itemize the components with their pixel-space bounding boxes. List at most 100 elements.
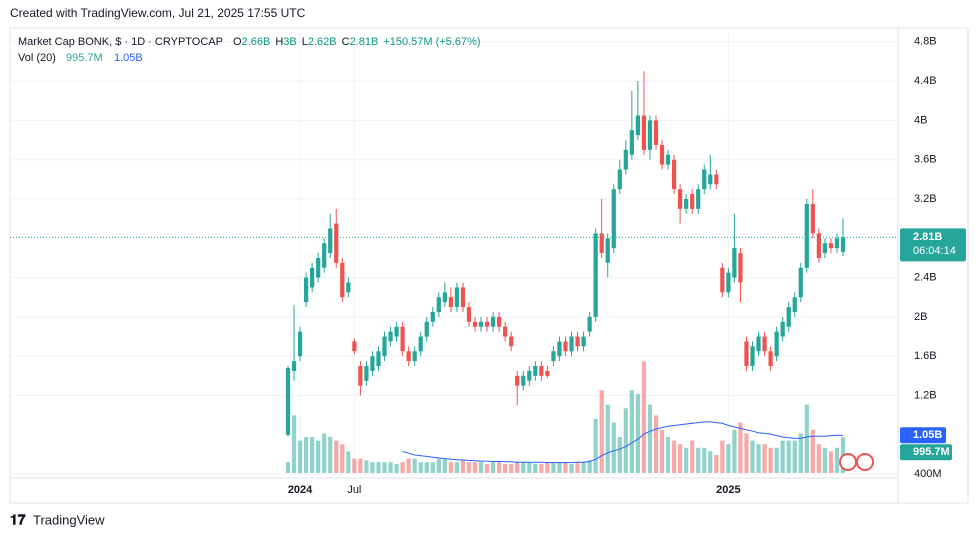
y-tick-label: 4B: [914, 114, 927, 126]
legend-title: Market Cap BONK, $ · 1D · CRYPTOCAP: [18, 36, 223, 48]
candle-body: [466, 307, 472, 322]
volume-bar: [322, 433, 327, 473]
candle-body: [460, 287, 466, 308]
y-tick-label: 2.4B: [914, 272, 937, 284]
candle-body: [316, 257, 321, 278]
candle-body: [750, 346, 755, 367]
volume-ma-value: 1.05B: [114, 52, 143, 64]
label-layer: 400M 1.2B 1.6B 2B 2.4B 3.2B 3.6B 4B 4.4B 4.8B 2024…: [288, 36, 966, 496]
legend-value: 3B: [283, 36, 296, 48]
y-tick-label: 4.8B: [914, 36, 937, 48]
volume-bar: [316, 440, 321, 473]
candle-body: [509, 336, 514, 347]
y-tick-label: 2B: [914, 311, 927, 323]
candle-body: [515, 375, 520, 386]
volume-bar: [792, 440, 797, 473]
candle-body: [641, 115, 647, 150]
candle-body: [478, 321, 484, 327]
volume-bar: [503, 464, 508, 473]
candle-body: [690, 194, 695, 209]
candle-body: [364, 366, 369, 381]
x-tick-label: Jul: [347, 484, 361, 496]
volume-bar: [545, 462, 550, 473]
volume-bar: [599, 390, 604, 473]
candle-body: [653, 120, 659, 145]
y-tick-label: 3.6B: [914, 154, 937, 166]
volume-ma-line: [402, 421, 843, 464]
frame: [9, 27, 969, 504]
candle-body: [569, 336, 574, 352]
candle-body: [611, 189, 616, 249]
legend-values: O2.66B H3B L2.62B C2.81B +150.57M (+5.67%): [233, 36, 481, 48]
x-tick-label: 2025: [716, 484, 740, 496]
volume-bar: [774, 447, 779, 473]
watermark: Created with TradingView.com, Jul 21, 20…: [10, 6, 306, 20]
candle-body: [726, 272, 731, 293]
candle-body: [388, 331, 393, 342]
volume-bar: [798, 433, 803, 473]
candle-body: [617, 169, 622, 190]
candle-body: [834, 238, 840, 249]
event-icon[interactable]: [856, 453, 874, 471]
volume-bar: [490, 462, 496, 473]
volume-bar: [436, 458, 441, 473]
volume-bar: [659, 429, 665, 473]
candle-body: [768, 351, 773, 367]
volume-bar: [563, 462, 568, 473]
legend-key: O: [233, 36, 242, 48]
volume-bar: [623, 408, 628, 473]
volume-bar: [587, 460, 592, 473]
candle-body: [780, 321, 785, 337]
legend-key: L: [302, 36, 308, 48]
volume-bar: [617, 437, 622, 473]
candle-body: [828, 243, 834, 249]
candle-body: [720, 267, 725, 293]
y-tick-label: 3.2B: [914, 193, 937, 205]
volume-bar: [448, 462, 453, 473]
legend-value: 2.62B: [308, 36, 337, 48]
candle-layer: [10, 71, 898, 437]
volume-bar: [768, 447, 773, 473]
last-price-box: [900, 228, 966, 262]
candle-body: [430, 311, 435, 322]
candle-body: [527, 370, 532, 381]
volume-bar: [430, 462, 435, 473]
candle-body: [629, 130, 634, 155]
candle-body: [310, 267, 315, 288]
volume-bar: [400, 462, 405, 473]
volume-ma-box: [900, 427, 946, 444]
volume-bar: [460, 460, 466, 473]
candle-body: [810, 203, 815, 234]
volume-value: 995.7M: [66, 52, 103, 64]
footer-brand: TradingView: [33, 512, 105, 527]
volume-bar: [726, 444, 731, 473]
candle-body: [370, 356, 375, 371]
volume-bar: [551, 462, 556, 473]
volume-bar: [786, 440, 791, 473]
volume-bar: [569, 464, 574, 473]
candle-body: [822, 243, 828, 254]
candle-body: [738, 253, 743, 283]
candle-body: [297, 331, 303, 357]
volume-bar: [696, 447, 701, 473]
candle-body: [708, 174, 713, 185]
y-tick-label: 4.4B: [914, 75, 937, 87]
volume-bar: [816, 444, 821, 473]
candle-body: [696, 189, 701, 209]
candle-body: [563, 341, 568, 352]
event-icon[interactable]: [839, 453, 857, 471]
candle-body: [804, 203, 809, 268]
candle-body: [442, 292, 447, 303]
volume-box: [900, 444, 952, 461]
candle-body: [352, 341, 357, 352]
volume-bar: [539, 464, 544, 473]
candle-body: [394, 326, 399, 337]
last-price-label: 2.81B: [913, 231, 942, 243]
candle-body: [484, 321, 490, 327]
legend-key: H: [275, 36, 283, 48]
volume-title: Vol (20): [18, 52, 56, 64]
candle-body: [792, 297, 797, 312]
volume-bar: [376, 462, 381, 473]
legend-value: 2.66B: [242, 36, 271, 48]
volume-bar: [388, 462, 393, 473]
